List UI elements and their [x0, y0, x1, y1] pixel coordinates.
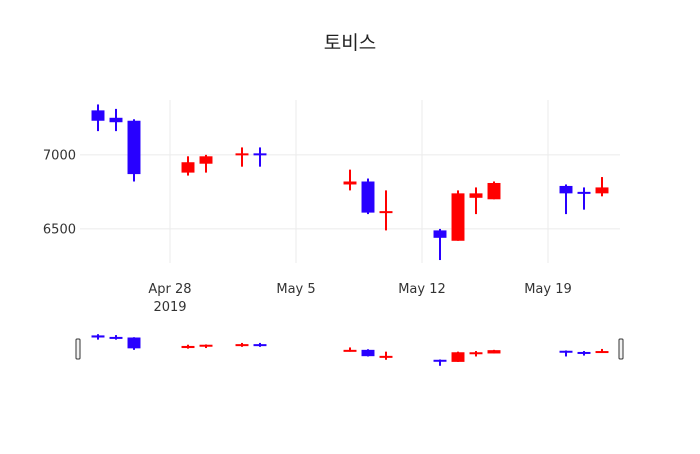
candle-body	[253, 153, 267, 156]
slider-candle	[253, 342, 267, 347]
candle-body	[559, 185, 573, 194]
candle-body	[127, 120, 141, 175]
slider-candle	[235, 342, 249, 347]
candle-body	[181, 162, 195, 173]
range-slider-left-handle[interactable]	[75, 338, 81, 360]
slider-candle-body	[109, 336, 123, 339]
slider-candle-body	[343, 349, 357, 352]
slider-candle	[199, 344, 213, 349]
slider-candle	[559, 350, 573, 357]
candle	[451, 190, 465, 241]
candle	[361, 178, 375, 215]
candle-body	[109, 117, 123, 123]
slider-candle-body	[199, 344, 213, 347]
axis-layer: Apr 28 2019 May 5 May 12 May 19 6500 7000	[43, 148, 572, 315]
slider-candle	[469, 351, 483, 357]
x-tick-label: May 5	[276, 282, 315, 297]
candle	[343, 169, 357, 191]
slider-candle-body	[361, 349, 375, 357]
y-tick-label: 7000	[43, 148, 76, 163]
slider-candle-body	[559, 350, 573, 353]
slider-candle-body	[595, 351, 609, 354]
candle	[235, 147, 249, 167]
slider-candle-body	[433, 359, 447, 362]
candle-body	[595, 187, 609, 194]
slider-candle	[109, 335, 123, 340]
candle-body	[577, 191, 591, 194]
candle-body	[199, 156, 213, 164]
candle-body	[343, 181, 357, 185]
slider-candle-body	[91, 335, 105, 338]
x-tick-label: Apr 28	[148, 282, 191, 297]
candle	[109, 108, 123, 132]
candle	[181, 156, 195, 176]
candle	[127, 119, 141, 182]
slider-candle-body	[235, 344, 249, 347]
slider-candle-body	[469, 352, 483, 355]
slider-candle-body	[253, 344, 267, 347]
candle	[379, 190, 393, 231]
range-slider-right-handle[interactable]	[618, 338, 624, 360]
candle-body	[91, 110, 105, 121]
candle-body	[487, 182, 501, 200]
slider-candle	[433, 359, 447, 366]
candle	[577, 187, 591, 210]
candle-body	[469, 193, 483, 198]
chart-title: 토비스	[324, 32, 376, 54]
candle	[595, 177, 609, 197]
candle	[487, 181, 501, 200]
candle	[469, 187, 483, 215]
slider-candle	[181, 344, 195, 349]
slider-candle	[127, 337, 141, 350]
x-tick-label: May 12	[398, 282, 446, 297]
candle	[559, 184, 573, 215]
candle	[433, 228, 447, 261]
slider-candle	[577, 351, 591, 356]
grid-layer	[80, 100, 620, 263]
candle	[91, 104, 105, 132]
slider-candle	[343, 347, 357, 352]
slider-candle	[361, 349, 375, 357]
x-tick-label: May 19	[524, 282, 572, 297]
slider-candle-body	[577, 351, 591, 354]
candle-body	[451, 193, 465, 241]
slider-candle	[379, 351, 393, 360]
y-tick-label: 6500	[43, 222, 76, 237]
range-slider[interactable]	[75, 334, 624, 366]
candle-body	[235, 153, 249, 156]
candle	[253, 147, 267, 167]
slider-candle-body	[451, 352, 465, 362]
slider-candle	[487, 349, 501, 354]
candles-layer	[91, 104, 609, 261]
candle-body	[361, 181, 375, 213]
candle-body	[433, 230, 447, 238]
slider-candle	[595, 348, 609, 354]
slider-candle-body	[127, 337, 141, 349]
candle-body	[379, 211, 393, 214]
slider-candle	[91, 334, 105, 340]
slider-candle-body	[379, 355, 393, 358]
x-tick-year-label: 2019	[153, 300, 186, 315]
slider-candle	[451, 351, 465, 362]
candle	[199, 154, 213, 173]
slider-candle-body	[487, 350, 501, 354]
slider-candle-body	[181, 345, 195, 349]
